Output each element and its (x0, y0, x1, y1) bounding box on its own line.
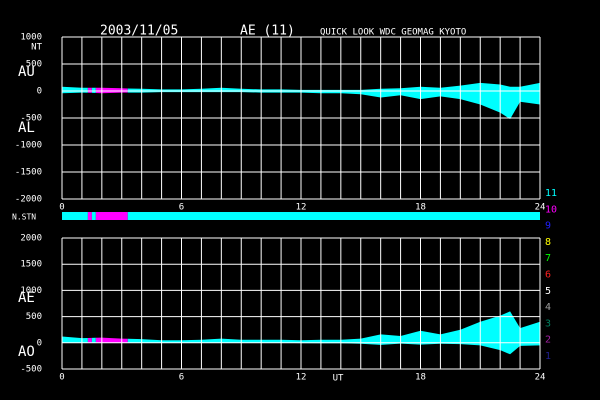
data-area (87, 87, 92, 91)
station-legend: 9 (545, 221, 551, 232)
x-tick-label: 0 (59, 203, 64, 213)
station-legend: 5 (545, 286, 551, 297)
x-tick-label: 24 (535, 203, 546, 213)
x-tick-label: 24 (535, 373, 546, 383)
series-label: AL (18, 120, 35, 136)
x-axis-label: UT (333, 374, 344, 384)
y-tick-label: 2000 (20, 234, 42, 244)
y-tick-label: 1500 (20, 260, 42, 270)
x-tick-label: 18 (415, 373, 426, 383)
station-label: N.STN (12, 213, 36, 222)
data-area (95, 87, 128, 91)
y-unit: NT (31, 43, 42, 53)
y-tick-label: -2000 (15, 195, 42, 205)
station-legend: 2 (545, 335, 551, 346)
data-area (87, 337, 92, 343)
station-legend: 1 (545, 351, 551, 362)
source: QUICK LOOK WDC GEOMAG KYOTO (320, 28, 466, 38)
station-segment (62, 212, 88, 220)
data-area (91, 91, 96, 94)
date: 2003/11/05 (100, 24, 178, 39)
station-segment (127, 212, 540, 220)
station-segment (87, 212, 92, 220)
data-area (91, 337, 96, 343)
y-tick-label: 1000 (20, 33, 42, 43)
station-legend: 7 (545, 253, 551, 264)
station-segment (91, 212, 96, 220)
x-tick-label: 12 (296, 373, 307, 383)
station-legend: 4 (545, 302, 551, 313)
y-tick-label: 500 (26, 312, 42, 322)
y-tick-label: 0 (37, 87, 42, 97)
y-tick-label: -1000 (15, 141, 42, 151)
data-area (95, 91, 128, 94)
y-tick-label: 0 (37, 338, 42, 348)
series-label: AU (18, 64, 35, 80)
y-tick-label: -500 (20, 365, 42, 375)
station-legend: 11 (545, 188, 557, 199)
x-tick-label: 12 (296, 203, 307, 213)
station-legend: 10 (545, 204, 557, 215)
station-legend: 6 (545, 270, 551, 281)
data-area (127, 311, 540, 343)
x-tick-label: 6 (179, 203, 184, 213)
x-tick-label: 18 (415, 203, 426, 213)
data-area (127, 91, 540, 120)
data-area (91, 87, 96, 91)
station-legend: 8 (545, 237, 551, 248)
y-tick-label: 500 (26, 60, 42, 70)
y-tick-label: 1000 (20, 286, 42, 296)
data-area (95, 337, 128, 343)
data-area (127, 82, 540, 91)
station-segment (95, 212, 128, 220)
series-label: AO (18, 344, 35, 360)
x-tick-label: 6 (179, 373, 184, 383)
station-legend: 3 (545, 318, 551, 329)
x-tick-label: 0 (59, 373, 64, 383)
y-tick-label: -1500 (15, 168, 42, 178)
y-tick-label: -500 (20, 114, 42, 124)
index-title: AE (11) (240, 24, 295, 39)
series-label: AE (18, 290, 35, 306)
